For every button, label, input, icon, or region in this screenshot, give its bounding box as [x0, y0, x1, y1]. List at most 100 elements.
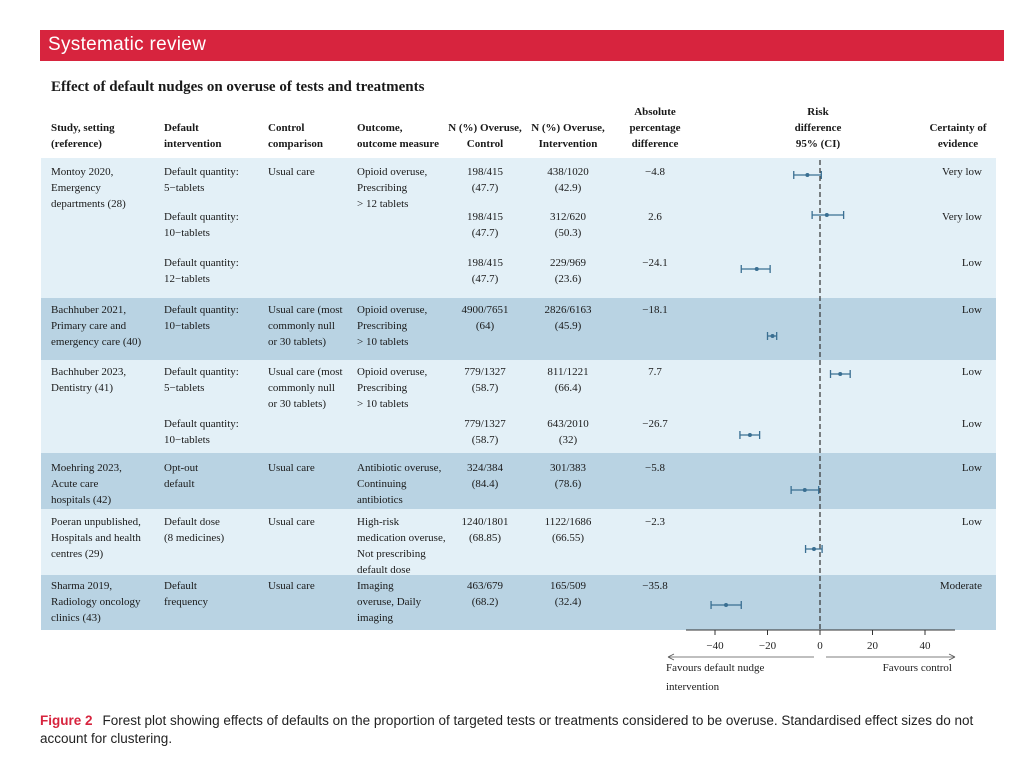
cell-line: 2826/6163: [544, 304, 592, 316]
cell-line: Primary care and: [51, 320, 127, 332]
cell-line: centres (29): [51, 548, 104, 560]
cell-line: Prescribing: [357, 182, 408, 194]
cell-n-control: 779/1327 (58.7): [435, 364, 535, 396]
cell-line: > 10 tablets: [357, 336, 409, 348]
cell-line: (32): [558, 434, 578, 446]
cell-n-intervention: 312/620 (50.3): [518, 209, 618, 241]
header-line: Study, setting: [51, 122, 115, 134]
figure-caption: Figure 2 Forest plot showing effects of d…: [40, 712, 1000, 748]
header-control: Control comparison: [268, 120, 323, 152]
direction-label-left: Favours default nudge: [666, 662, 764, 674]
cell-intervention: Default dose (8 medicines): [164, 514, 224, 546]
cell-n-intervention: 643/2010 (32): [518, 416, 618, 448]
header-line: comparison: [268, 138, 323, 150]
cell-n-intervention: 1122/1686 (66.55): [518, 514, 618, 546]
cell-intervention: Default quantity: 10−tablets: [164, 209, 239, 241]
cell-line: (64): [475, 320, 495, 332]
cell-line: Moehring 2023,: [51, 462, 122, 474]
cell-intervention: Default quantity: 5−tablets: [164, 364, 239, 396]
cell-study: Sharma 2019, Radiology oncology clinics (4…: [51, 578, 141, 626]
cell-line: Continuing: [357, 478, 407, 490]
cell-outcome: High-risk medication overuse, Not prescrib…: [357, 514, 446, 578]
cell-line: 1240/1801: [461, 516, 509, 528]
cell-certainty: Low: [961, 366, 982, 378]
cell-line: overuse, Daily: [357, 596, 422, 608]
cell-line: Default dose: [164, 516, 220, 528]
cell-line: (32.4): [554, 596, 582, 608]
cell-intervention: Opt-out default: [164, 460, 198, 492]
cell-line: or 30 tablets): [268, 398, 327, 410]
direction-label-left-line2: intervention: [666, 681, 720, 693]
cell-line: Usual care: [268, 166, 315, 178]
cell-n-control: 4900/7651 (64): [435, 302, 535, 334]
cell-line: departments (28): [51, 198, 126, 210]
cell-outcome: Antibiotic overuse, Continuing antibiotics: [357, 460, 441, 508]
study-row-background: [41, 509, 996, 575]
cell-line: antibiotics: [357, 494, 403, 506]
cell-n-intervention: 2826/6163 (45.9): [518, 302, 618, 334]
x-tick-label: 0: [817, 640, 823, 652]
cell-line: 1122/1686: [544, 516, 592, 528]
cell-study: Bachhuber 2023, Dentistry (41): [51, 364, 126, 396]
cell-line: Default quantity:: [164, 304, 239, 316]
cell-control: Usual care: [268, 164, 315, 180]
cell-line: default dose: [357, 564, 411, 576]
cell-line: 4900/7651: [461, 304, 509, 316]
cell-line: 198/415: [466, 257, 504, 269]
section-banner-label: Systematic review: [48, 34, 207, 55]
cell-n-intervention: 438/1020 (42.9): [518, 164, 618, 196]
cell-line: Usual care: [268, 580, 315, 592]
cell-abs-diff: −18.1: [642, 304, 668, 316]
cell-line: Poeran unpublished,: [51, 516, 141, 528]
cell-abs-diff: 2.6: [648, 211, 662, 223]
cell-line: (45.9): [554, 320, 582, 332]
cell-line: commonly null: [268, 320, 335, 332]
header-abs-diff: Absolute percentage difference: [595, 104, 715, 152]
header-line: Risk: [807, 106, 829, 118]
cell-abs-diff: −4.8: [645, 166, 665, 178]
cell-n-intervention: 229/969 (23.6): [518, 255, 618, 287]
cell-line: 165/509: [549, 580, 587, 592]
cell-control: Usual care (most commonly null or 30 table…: [268, 302, 343, 350]
figure-title: Effect of default nudges on overuse of t…: [51, 79, 425, 95]
cell-line: Antibiotic overuse,: [357, 462, 442, 474]
cell-line: Usual care (most: [268, 366, 343, 378]
cell-line: High-risk: [357, 516, 400, 528]
cell-line: (58.7): [471, 434, 499, 446]
cell-line: Sharma 2019,: [51, 580, 113, 592]
cell-abs-diff: −35.8: [642, 580, 668, 592]
x-tick-label: 20: [867, 640, 879, 652]
cell-line: Hospitals and health: [51, 532, 141, 544]
cell-line: Default quantity:: [164, 366, 239, 378]
study-row-background: [41, 298, 996, 360]
cell-line: Imaging: [357, 580, 394, 592]
figure-caption-label: Figure 2: [40, 713, 93, 728]
cell-line: frequency: [164, 596, 208, 608]
section-banner: Systematic review: [40, 30, 1004, 61]
header-line: Intervention: [538, 138, 598, 150]
header-study: Study, setting (reference): [51, 120, 115, 152]
cell-line: 312/620: [549, 211, 587, 223]
cell-line: Radiology oncology: [51, 596, 141, 608]
header-line: Control: [466, 138, 504, 150]
cell-line: 779/1327: [464, 366, 506, 378]
header-line: outcome measure: [357, 138, 439, 150]
header-line: Outcome,: [357, 122, 403, 134]
cell-n-control: 779/1327 (58.7): [435, 416, 535, 448]
cell-line: 5−tablets: [164, 182, 205, 194]
cell-n-control: 463/679 (68.2): [435, 578, 535, 610]
cell-line: 10−tablets: [164, 227, 210, 239]
cell-line: (8 medicines): [164, 532, 225, 544]
cell-line: Default quantity:: [164, 418, 239, 430]
cell-control: Usual care (most commonly null or 30 table…: [268, 364, 343, 412]
header-line: evidence: [937, 138, 979, 150]
cell-line: Opioid overuse,: [357, 166, 428, 178]
study-row-background: [41, 453, 996, 509]
cell-line: Prescribing: [357, 320, 408, 332]
cell-n-control: 198/415 (47.7): [435, 164, 535, 196]
study-row-background: [41, 158, 996, 298]
cell-line: Not prescribing: [357, 548, 426, 560]
cell-line: Bachhuber 2023,: [51, 366, 127, 378]
cell-intervention: Default quantity: 5−tablets: [164, 164, 239, 196]
cell-study: Moehring 2023, Acute care hospitals (42): [51, 460, 122, 508]
